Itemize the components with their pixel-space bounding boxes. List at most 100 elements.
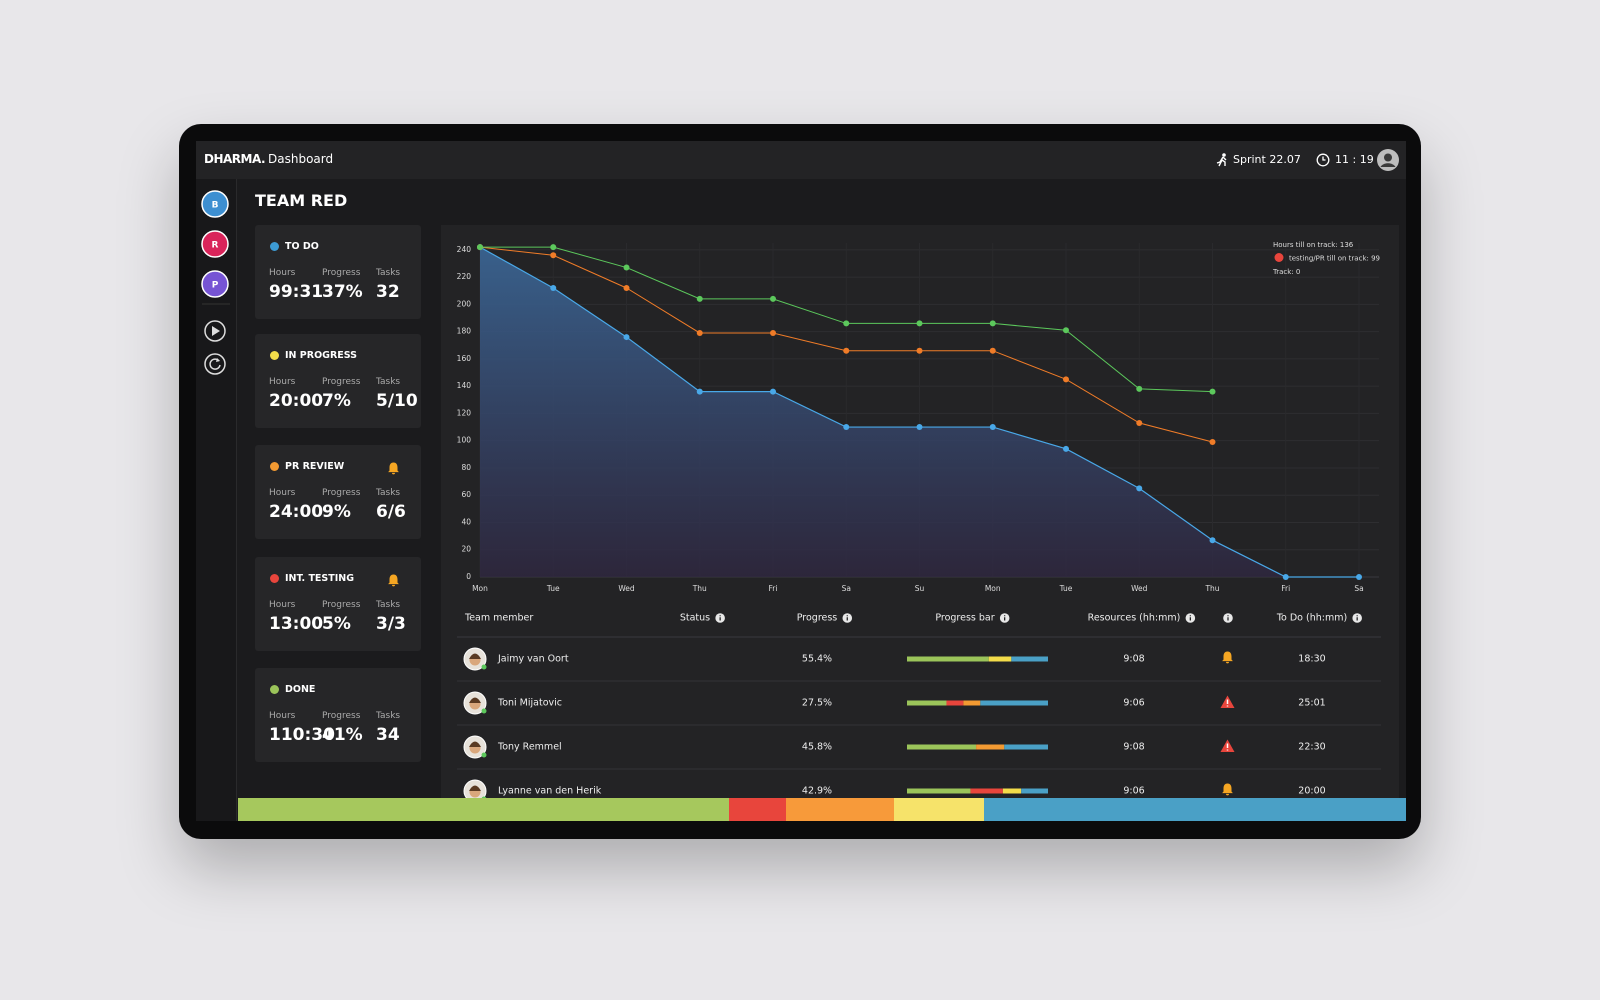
member-todo: 18:30: [1298, 654, 1325, 665]
member-resources: 9:06: [1123, 698, 1144, 709]
column-header: Team member: [464, 613, 533, 624]
member-todo: 20:00: [1298, 786, 1325, 797]
y-tick-label: 40: [461, 517, 471, 526]
data-point: [916, 347, 923, 354]
y-tick-label: 100: [457, 436, 472, 445]
progress-segment: [907, 700, 947, 706]
status-dot: [270, 351, 279, 360]
refresh-button[interactable]: [204, 353, 226, 375]
data-point: [1209, 388, 1216, 395]
area: [480, 247, 1359, 578]
column-header: Progress: [797, 613, 838, 624]
y-tick-label: 80: [461, 463, 471, 472]
card-value: 5/10: [376, 391, 418, 411]
card-value: 34: [376, 725, 400, 745]
avatar-hair: [469, 697, 481, 703]
sprint-icon: [1216, 153, 1227, 167]
status-card: INT. TESTING Hours 13:00 Progress 5% Tasks 3/3: [255, 557, 421, 651]
data-point: [623, 334, 630, 341]
bell-shape: [388, 462, 399, 475]
card-value: 24:00: [269, 502, 324, 522]
alert-bell: [388, 462, 399, 475]
top-bar: DHARMA. Dashboard Sprint 22.07 11 : 19: [196, 141, 1406, 179]
card-label: Tasks: [376, 488, 401, 498]
status-card: DONE Hours 110:30 Progress 41% Tasks 34: [255, 668, 421, 762]
user-avatar[interactable]: [1376, 148, 1400, 172]
progress-segment: [1011, 656, 1048, 662]
member-resources: 9:08: [1123, 742, 1144, 753]
x-tick-label: Thu: [1204, 584, 1219, 593]
x-tick-label: Mon: [472, 584, 488, 593]
progress-segment: [946, 700, 964, 706]
data-point: [989, 347, 996, 354]
team-avatar[interactable]: [201, 230, 229, 258]
card-value: 37%: [322, 282, 363, 302]
page-name: Dashboard: [268, 152, 334, 166]
card-value: 7%: [322, 391, 351, 411]
brand: DHARMA.: [204, 152, 266, 166]
progress-segment: [970, 788, 1003, 794]
team-avatar[interactable]: [201, 190, 229, 218]
member-progress: 42.9%: [802, 786, 832, 797]
x-tick-label: Sa: [842, 584, 851, 593]
progress-segment: [976, 744, 1005, 750]
play-button[interactable]: [204, 320, 226, 342]
status-dot: [270, 685, 279, 694]
avatar-hair: [469, 653, 481, 659]
avatar-hair: [469, 785, 481, 791]
data-point: [989, 320, 996, 327]
card-value: 3/3: [376, 614, 406, 634]
progress-segment: [1004, 744, 1048, 750]
card-label: Progress: [322, 377, 361, 387]
summary-segment: [729, 798, 787, 821]
card-label: Hours: [269, 268, 296, 278]
data-point: [770, 329, 776, 336]
y-tick-label: 180: [457, 327, 472, 336]
team-letter: R: [212, 241, 219, 251]
sprint: Sprint 22.07: [1233, 153, 1301, 166]
member-progress: 55.4%: [802, 654, 832, 665]
x-tick-label: Fri: [1281, 584, 1290, 593]
status-dot: [270, 462, 279, 471]
progress-segment: [980, 700, 1048, 706]
clock: 11 : 19: [1335, 153, 1374, 166]
card-label: Progress: [322, 600, 361, 610]
progress-segment: [1002, 788, 1022, 794]
progress-segment: [907, 656, 989, 662]
data-point: [1136, 419, 1143, 426]
team-avatar[interactable]: [201, 270, 229, 298]
bell-shape: [1222, 651, 1233, 664]
data-point: [1209, 537, 1216, 544]
progress-segment: [907, 744, 977, 750]
card-label: Tasks: [376, 377, 401, 387]
card-label: Hours: [269, 600, 296, 610]
data-point: [770, 295, 776, 302]
alert-bell: [1222, 651, 1233, 664]
card-title: IN PROGRESS: [285, 350, 358, 361]
legend-dot: [1274, 253, 1284, 262]
online-dot: [481, 752, 487, 758]
data-point: [1282, 574, 1289, 580]
x-tick-label: Sa: [1354, 584, 1363, 593]
info-icon: [999, 613, 1010, 623]
card-title: TO DO: [285, 241, 319, 252]
data-point: [623, 284, 630, 291]
progress-segment: [963, 700, 981, 706]
bell-shape: [1222, 783, 1233, 796]
data-point: [696, 388, 703, 395]
alert-warning: [1220, 739, 1235, 752]
team-title: TEAM RED: [255, 191, 348, 210]
status-card: IN PROGRESS Hours 20:00 Progress 7% Tasks 5/10: [255, 334, 421, 428]
card-label: Tasks: [376, 600, 401, 610]
card-label: Progress: [322, 711, 361, 721]
data-point: [770, 388, 776, 395]
column-header: Status: [680, 613, 710, 624]
summary-segment: [238, 798, 730, 821]
alert-bell: [1222, 783, 1233, 796]
card-title: DONE: [285, 684, 316, 695]
data-point: [477, 244, 483, 251]
info-icon: [715, 613, 725, 623]
y-tick-label: 140: [457, 381, 472, 390]
card-label: Hours: [269, 377, 296, 387]
card-value: 6/6: [376, 502, 406, 522]
